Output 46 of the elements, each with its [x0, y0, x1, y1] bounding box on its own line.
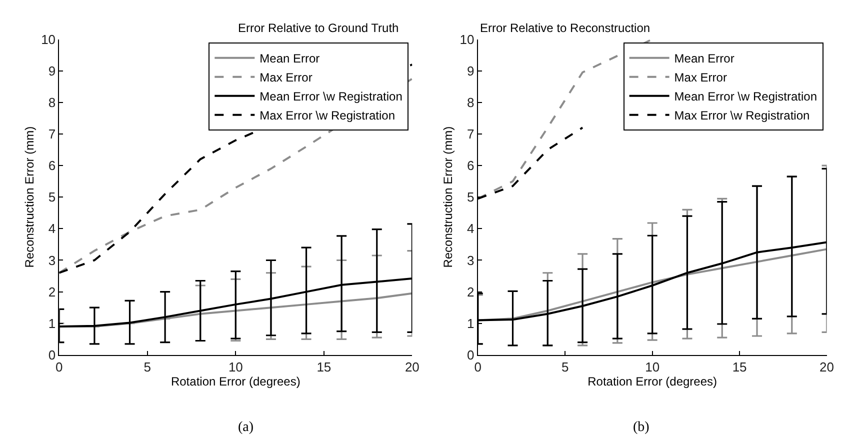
x-tick-label: 20	[820, 360, 834, 375]
y-tick-label: 7	[48, 126, 56, 142]
y-tick-label: 4	[467, 221, 474, 236]
y-tick-label: 6	[467, 158, 474, 174]
x-tick-label: 15	[732, 360, 747, 375]
y-tick-label: 7	[467, 126, 474, 142]
y-tick-label: 4	[48, 221, 56, 236]
y-axis-title: Reconstruction Error (mm)	[441, 126, 456, 268]
y-tick-label: 1	[467, 316, 474, 331]
y-tick-label: 0	[48, 348, 56, 362]
chart-title: Error Relative to Ground Truth	[238, 21, 399, 35]
legend-label: Mean Error \w Registration	[260, 90, 402, 104]
legend-label: Mean Error	[674, 52, 734, 66]
legend-label: Max Error \w Registration	[674, 108, 810, 123]
y-tick-label: 9	[48, 63, 56, 78]
y-tick-label: 8	[48, 94, 56, 110]
y-tick-label: 2	[48, 284, 56, 300]
y-tick-label: 5	[467, 190, 474, 205]
x-tick-label: 5	[144, 360, 152, 375]
x-tick-label: 15	[316, 360, 332, 375]
x-axis-title: Rotation Error (degrees)	[170, 374, 300, 389]
text: (a)	[238, 420, 254, 435]
y-tick-label: 8	[467, 94, 474, 110]
legend-label: Max Error	[674, 70, 727, 85]
y-tick-label: 10	[460, 32, 474, 47]
x-tick-label: 10	[645, 360, 660, 375]
x-tick-label: 10	[228, 360, 243, 375]
y-tick-label: 2	[467, 284, 474, 300]
y-tick-label: 0	[467, 348, 474, 362]
y-axis-title: Reconstruction Error (mm)	[22, 126, 36, 268]
y-tick-label: 3	[48, 252, 56, 268]
text: (b)	[633, 420, 650, 435]
legend-label: Max Error	[260, 70, 312, 85]
chart-title: Error Relative to Reconstruction	[480, 21, 650, 35]
legend-label: Mean Error	[260, 52, 320, 66]
x-tick-label: 20	[404, 360, 420, 375]
y-tick-label: 10	[41, 32, 56, 47]
x-axis-title: Rotation Error (degrees)	[588, 374, 718, 389]
y-tick-label: 5	[48, 190, 56, 205]
y-tick-label: 1	[48, 316, 56, 331]
y-tick-label: 3	[467, 252, 474, 268]
legend-label: Mean Error \w Registration	[674, 90, 818, 104]
y-tick-label: 6	[48, 158, 56, 174]
x-tick-label: 5	[561, 360, 569, 375]
legend-label: Max Error \w Registration	[260, 108, 396, 123]
y-tick-label: 9	[467, 63, 474, 78]
